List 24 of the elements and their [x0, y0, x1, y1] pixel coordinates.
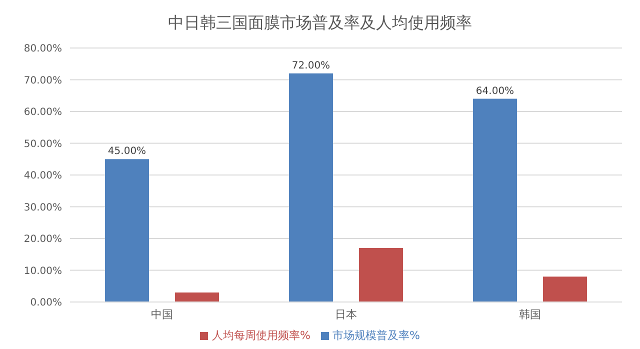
y-tick-label: 40.00%: [24, 170, 62, 182]
y-tick-label: 60.00%: [24, 107, 62, 118]
y-tick-label: 80.00%: [24, 44, 62, 55]
bar: [105, 159, 149, 302]
y-tick-label: 20.00%: [24, 234, 62, 246]
bar: [175, 292, 219, 302]
bar: [359, 248, 403, 302]
y-tick-label: 0.00%: [30, 298, 62, 309]
y-tick-label: 70.00%: [24, 75, 62, 86]
chart-title: 中日韩三国面膜市场普及率及人均使用频率: [167, 12, 473, 34]
data-label: 64.00%: [476, 86, 514, 97]
bar: [543, 276, 587, 302]
data-label: 72.00%: [292, 60, 330, 72]
y-tick-label: 10.00%: [24, 266, 62, 277]
legend-label: 人均每周使用频率%: [212, 329, 310, 342]
x-tick-label: 韩国: [519, 308, 541, 321]
legend-label: 市场规模普及率%: [332, 329, 420, 342]
bar: [289, 73, 333, 302]
y-tick-label: 50.00%: [24, 138, 62, 150]
x-tick-label: 中国: [151, 308, 173, 321]
bar: [473, 98, 517, 302]
x-tick-label: 日本: [335, 308, 357, 321]
data-label: 45.00%: [108, 146, 146, 158]
y-tick-label: 30.00%: [24, 202, 62, 214]
